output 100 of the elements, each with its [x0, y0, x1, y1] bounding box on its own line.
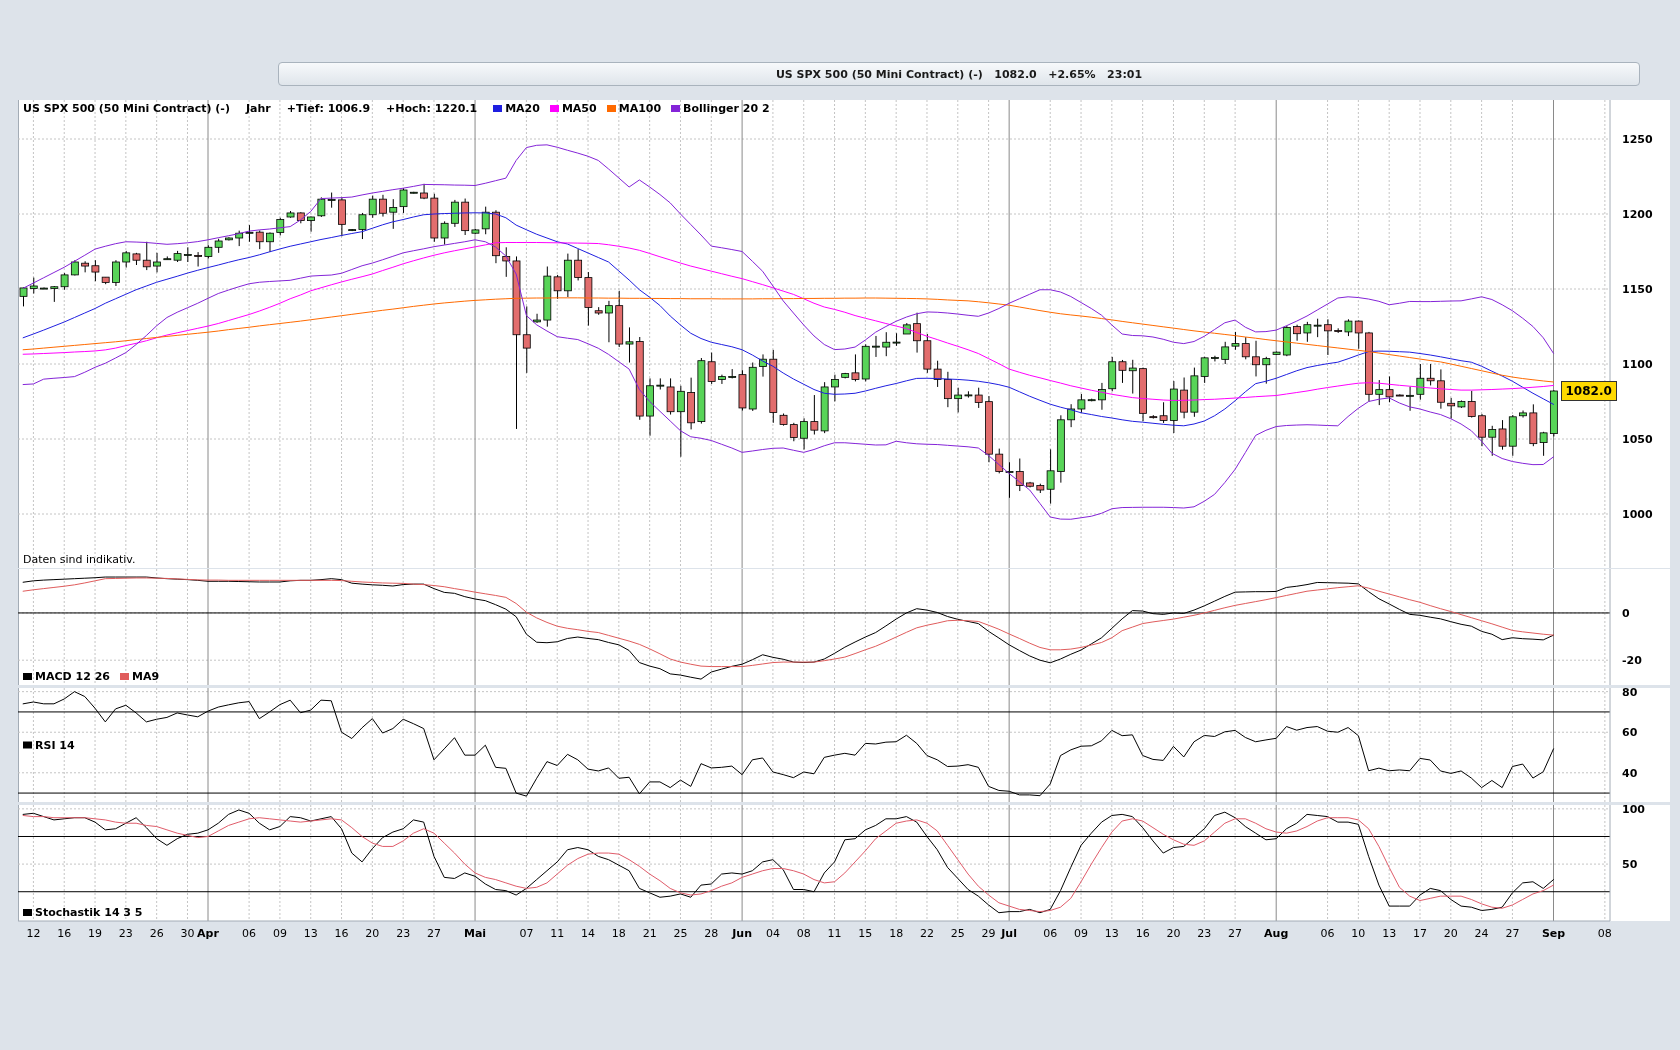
annotation: Jahr — [245, 102, 271, 115]
x-tick-label: 14 — [581, 927, 596, 940]
candlestick — [851, 353, 860, 382]
candlestick — [789, 422, 798, 442]
candlestick — [913, 312, 921, 354]
candlestick — [481, 206, 490, 235]
candlestick — [450, 199, 459, 228]
x-tick-label: 27 — [426, 927, 441, 940]
x-tick-label: 16 — [1135, 927, 1150, 940]
x-tick-label: 18 — [889, 927, 904, 940]
candlestick — [954, 387, 963, 413]
line-series — [22, 239, 1555, 520]
candlestick — [266, 231, 274, 253]
candlestick — [1200, 356, 1209, 384]
candlestick — [1354, 320, 1363, 350]
x-tick-label: 22 — [919, 927, 934, 940]
x-tick-label: 18 — [611, 927, 626, 940]
candlestick — [379, 194, 387, 218]
y-tick-label: 1000 — [1622, 507, 1653, 521]
legend-label: MA9 — [131, 670, 160, 683]
candlestick — [656, 377, 665, 390]
y-tick-label: 1150 — [1622, 282, 1653, 296]
candlestick — [1211, 355, 1219, 362]
candlestick — [943, 371, 952, 408]
candlestick — [1467, 390, 1476, 419]
candlestick — [1159, 401, 1168, 424]
x-tick-label: 29 — [981, 927, 996, 940]
y-tick-label: 1250 — [1622, 132, 1653, 146]
x-tick-label: 25 — [950, 927, 965, 940]
x-tick-label: 13 — [1104, 927, 1119, 940]
candlestick — [1293, 324, 1301, 342]
candlestick — [399, 187, 408, 214]
x-tick-label: 06 — [1320, 927, 1335, 940]
x-tick-label: 27 — [1505, 927, 1520, 940]
x-tick-label: Aug — [1264, 927, 1289, 940]
candlestick — [1447, 397, 1456, 420]
x-tick-label: 11 — [827, 927, 842, 940]
candlestick — [112, 259, 120, 287]
candlestick — [831, 374, 839, 402]
x-tick-label: Apr — [197, 927, 220, 940]
candlestick — [1067, 403, 1076, 428]
candlestick — [800, 417, 808, 450]
candlestick — [553, 274, 562, 300]
x-tick-label: Jul — [1000, 927, 1017, 940]
legend-label: MACD 12 26 — [35, 670, 110, 683]
x-tick-label: 09 — [1074, 927, 1089, 940]
candlestick — [368, 195, 377, 219]
y-tick-label: 50 — [1622, 858, 1638, 872]
candlestick — [1015, 458, 1024, 492]
x-tick-label: 19 — [88, 927, 103, 940]
candlestick — [91, 259, 100, 282]
y-tick-label: 80 — [1622, 685, 1638, 699]
candlestick — [995, 448, 1004, 474]
x-tick-label: 06 — [1043, 927, 1058, 940]
x-tick-label: 25 — [673, 927, 688, 940]
x-tick-label: 20 — [365, 927, 380, 940]
x-tick-label: Sep — [1541, 927, 1566, 940]
candlestick — [1436, 368, 1445, 410]
y-tick-label: 1200 — [1622, 207, 1653, 221]
legend-label: Stochastik 14 3 5 — [35, 906, 143, 919]
x-tick-label: 08 — [796, 927, 811, 940]
candlestick — [574, 248, 583, 281]
annotation: Daten sind indikativ. — [23, 553, 136, 566]
x-tick-label: 23 — [1197, 927, 1212, 940]
x-tick-label: 08 — [1597, 927, 1612, 940]
candlestick — [389, 198, 398, 230]
candlestick — [1077, 393, 1086, 414]
annotation: 1082.0 — [1560, 381, 1617, 401]
y-tick-label: 1100 — [1622, 357, 1653, 371]
candlestick — [153, 252, 161, 273]
candlestick — [255, 230, 264, 250]
legend-label: MA50 — [561, 102, 597, 115]
y-tick-label: 100 — [1622, 802, 1646, 816]
x-tick-label: 12 — [26, 927, 41, 940]
candlestick — [1324, 318, 1332, 356]
annotation: +Hoch: 1220.1 — [386, 102, 478, 115]
candlestick — [142, 241, 151, 271]
x-tick-label: 11 — [550, 927, 565, 940]
legend-label: Bollinger 20 2 — [683, 102, 770, 115]
x-tick-label: 16 — [57, 927, 72, 940]
x-tick-label: 20 — [1166, 927, 1181, 940]
candlestick — [358, 212, 367, 240]
candlestick — [440, 220, 449, 246]
candlestick — [872, 335, 880, 358]
x-tick-label: Mai — [463, 927, 487, 940]
x-tick-label: 10 — [1351, 927, 1366, 940]
candlestick — [522, 305, 531, 374]
candlestick — [1488, 425, 1497, 457]
candlestick — [1385, 375, 1394, 403]
candlestick — [420, 183, 428, 200]
x-tick-label: 28 — [704, 927, 719, 940]
candlestick — [882, 331, 891, 357]
candlestick — [1128, 359, 1137, 395]
x-tick-label: 30 — [180, 927, 195, 940]
candlestick — [1005, 461, 1014, 499]
candlestick — [1252, 340, 1260, 377]
candlestick — [1406, 386, 1414, 412]
legend-label: RSI 14 — [35, 738, 75, 752]
candlestick — [1118, 359, 1127, 384]
candlestick — [1221, 341, 1230, 365]
